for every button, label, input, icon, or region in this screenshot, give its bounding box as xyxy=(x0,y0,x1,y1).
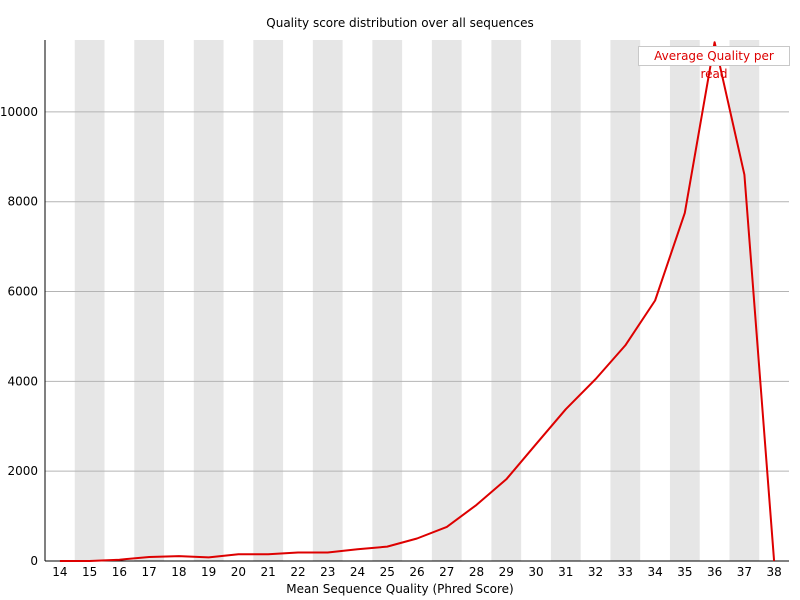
x-tick-label: 21 xyxy=(261,565,276,579)
chart-title: Quality score distribution over all sequ… xyxy=(266,16,534,30)
x-tick-label: 14 xyxy=(52,565,67,579)
x-tick-label: 31 xyxy=(558,565,573,579)
x-tick-label: 17 xyxy=(142,565,157,579)
x-tick-label: 16 xyxy=(112,565,127,579)
x-tick-label: 27 xyxy=(439,565,454,579)
x-tick-label: 20 xyxy=(231,565,246,579)
background-band xyxy=(193,40,224,561)
legend-series-name: Average Quality per read xyxy=(654,49,774,81)
y-tick-label: 6000 xyxy=(7,285,38,299)
x-axis-label: Mean Sequence Quality (Phred Score) xyxy=(286,582,514,596)
y-tick-label: 10000 xyxy=(0,105,38,119)
y-tick-label: 4000 xyxy=(7,374,38,388)
x-tick-label: 32 xyxy=(588,565,603,579)
background-band xyxy=(253,40,284,561)
background-band xyxy=(134,40,165,561)
series-line xyxy=(59,41,776,562)
background-band xyxy=(669,40,700,561)
legend: Average Quality per read xyxy=(638,46,790,81)
x-tick-label: 15 xyxy=(82,565,97,579)
y-tick-label: 8000 xyxy=(7,195,38,209)
background-band xyxy=(491,40,522,561)
x-tick-label: 38 xyxy=(766,565,781,579)
background-band xyxy=(74,40,105,561)
x-tick-label: 22 xyxy=(290,565,305,579)
x-tick-label: 29 xyxy=(499,565,514,579)
x-tick-label: 34 xyxy=(647,565,662,579)
x-tick-label: 33 xyxy=(618,565,633,579)
x-tick-label: 19 xyxy=(201,565,216,579)
x-tick-label: 25 xyxy=(380,565,395,579)
y-tick-label: 0 xyxy=(30,554,38,568)
background-band xyxy=(312,40,343,561)
x-tick-label: 18 xyxy=(171,565,186,579)
x-tick-label: 30 xyxy=(528,565,543,579)
x-tick-label: 36 xyxy=(707,565,722,579)
x-tick-label: 24 xyxy=(350,565,365,579)
x-tick-label: 28 xyxy=(469,565,484,579)
background-band xyxy=(610,40,641,561)
x-tick-label: 26 xyxy=(409,565,424,579)
x-tick-label: 35 xyxy=(677,565,692,579)
background-band xyxy=(550,40,581,561)
x-tick-label: 37 xyxy=(737,565,752,579)
background-band xyxy=(372,40,403,561)
background-band xyxy=(431,40,462,561)
y-tick-label: 2000 xyxy=(7,464,38,478)
x-tick-label: 23 xyxy=(320,565,335,579)
